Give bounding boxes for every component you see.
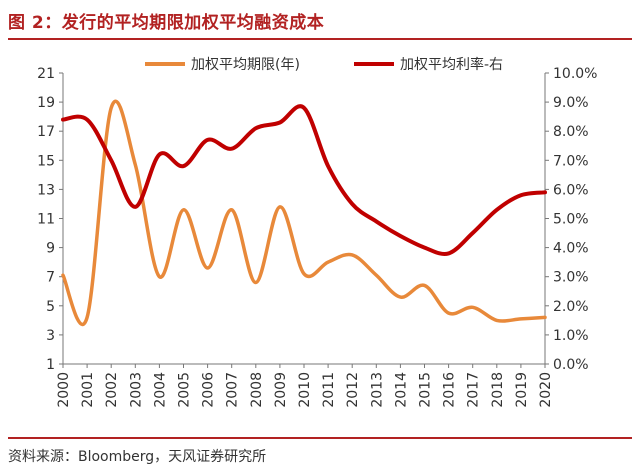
term-series-line	[61, 99, 547, 327]
left-tick-label: 17	[37, 124, 55, 140]
left-tick-label: 19	[37, 95, 55, 111]
right-tick-label: 5.0%	[553, 212, 589, 228]
right-tick-label: 1.0%	[553, 328, 589, 344]
x-tick-label: 2015	[418, 372, 434, 408]
source-note: 资料来源：Bloomberg，天风证券研究所	[8, 449, 267, 465]
right-tick-label: 6.0%	[553, 182, 589, 198]
x-tick-label: 2004	[152, 372, 168, 408]
right-tick-label: 2.0%	[553, 299, 589, 315]
x-tick-label: 2020	[538, 372, 554, 408]
rate-series-line	[61, 104, 547, 256]
right-tick-label: 7.0%	[553, 153, 589, 169]
x-tick-label: 2008	[249, 372, 265, 408]
left-tick-label: 5	[46, 299, 55, 315]
series-group	[61, 99, 547, 327]
right-tick-label: 3.0%	[553, 270, 589, 286]
left-tick-label: 13	[37, 182, 55, 198]
legend-term-label: 加权平均期限(年)	[191, 57, 300, 73]
x-tick-label: 2001	[80, 372, 96, 408]
right-tick-label: 9.0%	[553, 95, 589, 111]
legend-rate-label: 加权平均利率-右	[400, 56, 503, 73]
x-tick-label: 2005	[177, 372, 193, 408]
x-tick-label: 2000	[56, 372, 72, 408]
left-tick-label: 15	[37, 153, 55, 169]
x-tick-label: 2006	[201, 372, 217, 408]
left-tick-label: 11	[37, 212, 55, 228]
left-tick-label: 7	[46, 270, 55, 286]
x-tick-label: 2017	[466, 372, 482, 408]
x-tick-label: 2009	[273, 372, 289, 408]
right-tick-label: 0.0%	[553, 357, 589, 373]
title-divider	[8, 38, 632, 40]
left-tick-label: 3	[46, 328, 55, 344]
chart-title: 图 2：发行的平均期限加权平均融资成本	[8, 13, 325, 33]
x-tick-label: 2016	[442, 372, 458, 408]
left-tick-label: 9	[46, 241, 55, 257]
x-tick-label: 2019	[514, 372, 530, 408]
right-tick-label: 10.0%	[553, 66, 597, 82]
x-tick-label: 2002	[104, 372, 120, 408]
x-tick-label: 2014	[393, 372, 409, 408]
legend: 加权平均期限(年) 加权平均利率-右	[145, 56, 503, 73]
right-tick-label: 8.0%	[553, 124, 589, 140]
x-tick-label: 2018	[490, 372, 506, 408]
right-tick-label: 4.0%	[553, 241, 589, 257]
axes-group: 135791113151719210.0%1.0%2.0%3.0%4.0%5.0…	[37, 66, 597, 408]
x-tick-label: 2007	[225, 372, 241, 408]
x-tick-label: 2012	[345, 372, 361, 408]
left-tick-label: 1	[46, 357, 55, 373]
left-tick-label: 21	[37, 66, 55, 82]
source-divider	[8, 437, 632, 439]
x-tick-label: 2003	[128, 372, 144, 408]
x-tick-label: 2010	[297, 372, 313, 408]
x-tick-label: 2011	[321, 372, 337, 408]
x-tick-label: 2013	[369, 372, 385, 408]
